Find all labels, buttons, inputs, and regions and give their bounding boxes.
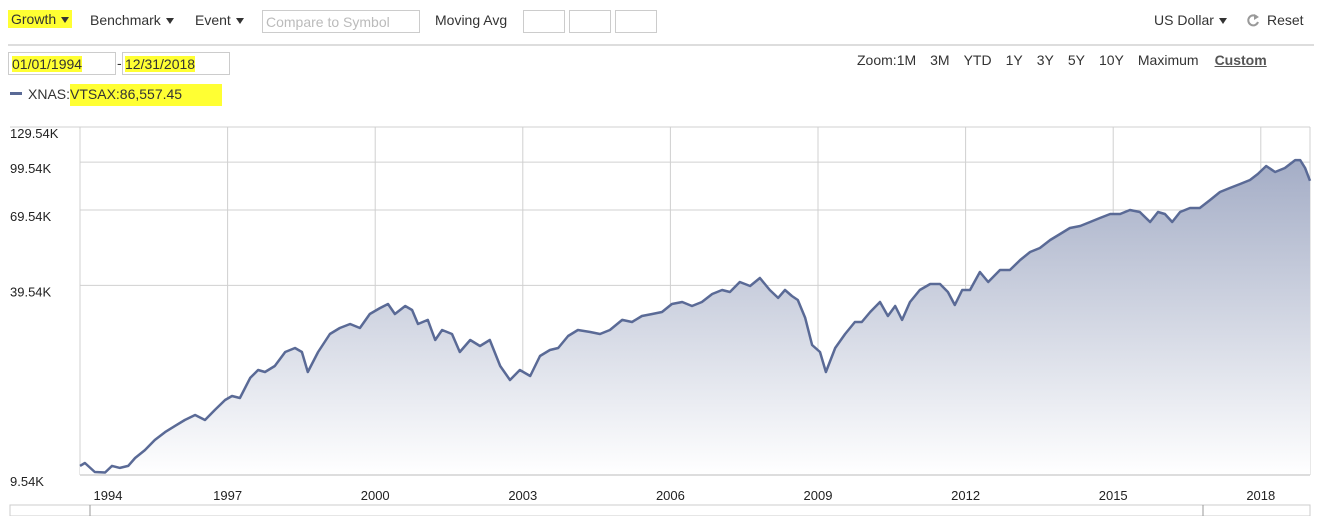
- currency-menu[interactable]: US Dollar: [1154, 12, 1227, 28]
- moving-avg-input[interactable]: [569, 10, 611, 33]
- button-label: Reset: [1267, 12, 1304, 28]
- date-separator: -: [117, 55, 122, 71]
- moving-avg-input[interactable]: [615, 10, 657, 33]
- x-tick-label: 2006: [656, 488, 685, 503]
- compare-input[interactable]: Compare to Symbol: [262, 10, 420, 33]
- zoom-bar: Zoom: 1M 3M YTD 1Y 3Y 5Y 10Y Maximum Custom: [857, 52, 1267, 68]
- moving-avg-label: Moving Avg: [435, 12, 508, 28]
- y-tick-label: 39.54K: [10, 284, 52, 299]
- event-menu[interactable]: Event: [195, 12, 244, 28]
- zoom-option[interactable]: 1M: [896, 52, 917, 68]
- menu-label: Event: [195, 12, 231, 28]
- zoom-option[interactable]: 10Y: [1098, 52, 1124, 68]
- legend-label: XNAS:VTSAX:86,557.45: [28, 86, 183, 102]
- reset-button[interactable]: Reset: [1246, 12, 1304, 28]
- x-tick-label: 2012: [951, 488, 980, 503]
- menu-label: Growth: [11, 11, 57, 27]
- x-tick-label: 2000: [361, 488, 390, 503]
- zoom-option[interactable]: 1Y: [1005, 52, 1023, 68]
- legend-highlight: [70, 84, 222, 106]
- navigator: [9, 504, 1311, 516]
- series-line: [79, 158, 1312, 474]
- zoom-option[interactable]: 3M: [930, 52, 950, 68]
- x-tick-label: 2018: [1246, 488, 1275, 503]
- reset-icon: [1247, 14, 1259, 27]
- end-date-input[interactable]: 12/31/2018: [122, 52, 230, 75]
- zoom-option[interactable]: 3Y: [1036, 52, 1054, 68]
- zoom-option[interactable]: 5Y: [1067, 52, 1085, 68]
- zoom-option[interactable]: Maximum: [1137, 52, 1199, 68]
- zoom-label: Zoom:: [857, 52, 897, 68]
- menu-label: US Dollar: [1154, 12, 1214, 28]
- area-fill: [80, 160, 1310, 475]
- legend-item: XNAS:VTSAX:86,557.45: [10, 86, 182, 102]
- zoom-option[interactable]: YTD: [963, 52, 992, 68]
- x-tick-label: 1997: [213, 488, 242, 503]
- x-tick-label: 2003: [508, 488, 537, 503]
- start-date: 01/01/1994: [12, 56, 83, 72]
- start-date-input[interactable]: 01/01/1994: [8, 52, 116, 75]
- zoom-option[interactable]: Custom: [1214, 52, 1267, 68]
- y-tick-label: 9.54K: [10, 474, 44, 489]
- y-tick-label: 99.54K: [10, 161, 52, 176]
- y-tick-label: 69.54K: [10, 209, 52, 224]
- x-tick-label: 1994: [94, 488, 123, 503]
- benchmark-menu[interactable]: Benchmark: [90, 12, 174, 28]
- growth-menu[interactable]: Growth: [8, 10, 73, 28]
- x-tick-label: 2009: [804, 488, 833, 503]
- x-tick-label: 2015: [1099, 488, 1128, 503]
- placeholder: Compare to Symbol: [266, 14, 390, 30]
- y-tick-label: 129.54K: [10, 126, 59, 141]
- moving-avg-input[interactable]: [523, 10, 565, 33]
- menu-label: Benchmark: [90, 12, 161, 28]
- legend-swatch: [10, 92, 22, 95]
- end-date: 12/31/2018: [125, 56, 196, 72]
